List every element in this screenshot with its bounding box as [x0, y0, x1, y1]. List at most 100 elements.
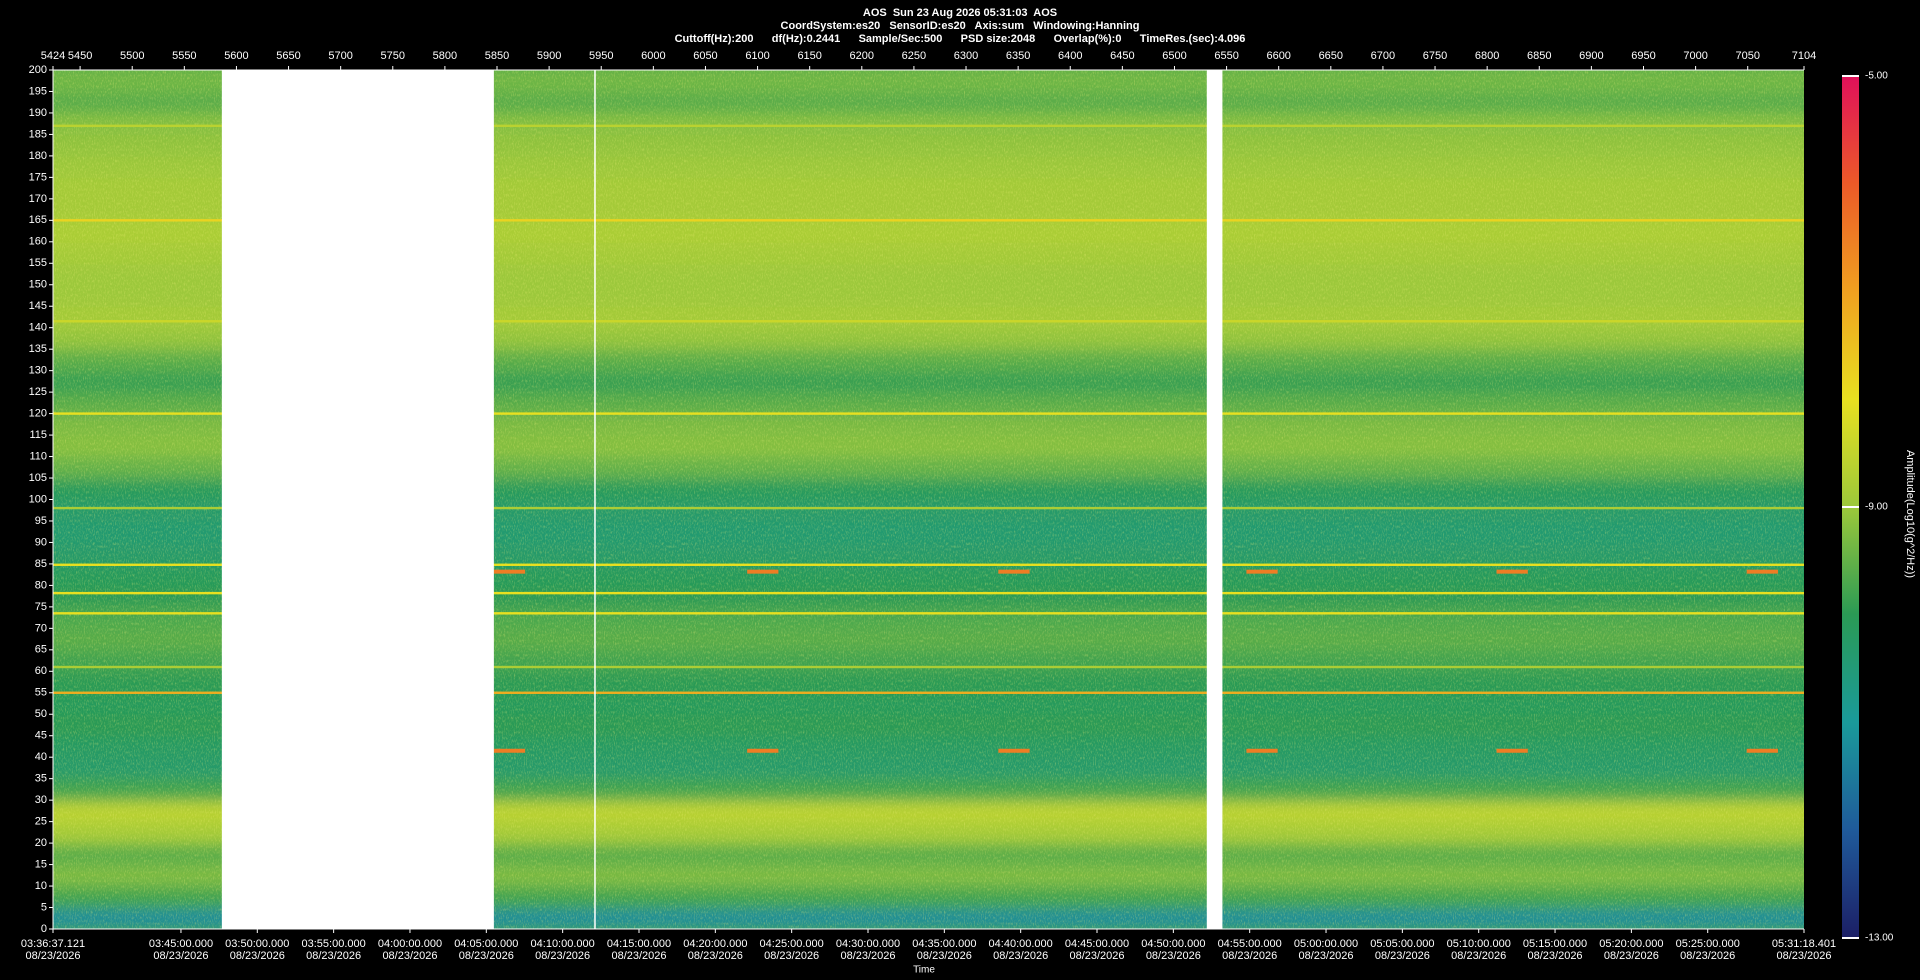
y-tick-label: 135	[29, 343, 47, 355]
y-tick-label: 65	[35, 644, 47, 656]
time-tick-date: 08/23/2026	[535, 950, 590, 962]
x-tick-label: 5450	[68, 50, 92, 62]
y-tick-label: 30	[35, 794, 47, 806]
time-tick-label: 05:15:00.000	[1523, 938, 1587, 950]
y-tick-label: 95	[35, 515, 47, 527]
pulse	[998, 748, 1030, 753]
pulse	[747, 748, 779, 753]
time-tick-date: 08/23/2026	[1375, 950, 1430, 962]
plot-area	[53, 70, 1804, 929]
time-tick-label: 04:45:00.000	[1065, 938, 1129, 950]
time-tick-label: 03:45:00.000	[149, 938, 213, 950]
y-tick-label: 70	[35, 622, 47, 634]
time-tick-date: 08/23/2026	[306, 950, 361, 962]
x-tick-label: 6850	[1527, 50, 1551, 62]
x-tick-label: 6100	[745, 50, 769, 62]
y-tick-label: 75	[35, 601, 47, 613]
x-tick-label: 6450	[1110, 50, 1134, 62]
x-tick-label: 6650	[1319, 50, 1343, 62]
x-tick-label: 5424	[41, 50, 65, 62]
y-tick-label: 0	[41, 923, 47, 935]
y-tick-label: 180	[29, 150, 47, 162]
chart-subtitle: CoordSystem:es20 SensorID:es20 Axis:sum …	[781, 20, 1140, 32]
y-tick-label: 145	[29, 300, 47, 312]
y-tick-label: 115	[29, 429, 47, 441]
y-tick-label: 60	[35, 665, 47, 677]
y-tick-label: 100	[29, 493, 47, 505]
time-tick-date: 08/23/2026	[688, 950, 743, 962]
spectral-line	[53, 124, 1804, 128]
y-tick-label: 170	[29, 193, 47, 205]
spectral-line	[53, 691, 1804, 694]
x-tick-label: 5850	[485, 50, 509, 62]
time-tick-date: 08/23/2026	[993, 950, 1048, 962]
x-tick-label: 5800	[433, 50, 457, 62]
time-tick-date: 08/23/2026	[1528, 950, 1583, 962]
x-tick-label: 5500	[120, 50, 144, 62]
y-tick-label: 80	[35, 579, 47, 591]
y-tick-label: 110	[29, 450, 47, 462]
time-tick-label: 05:20:00.000	[1599, 938, 1663, 950]
spectral-line	[53, 665, 1804, 669]
colorbar-label: Amplitude(Log10(g^2/Hz))	[1904, 450, 1916, 578]
colorbar-tick-label: -5.00	[1865, 71, 1888, 82]
pulse	[998, 569, 1030, 574]
time-tick-label: 05:25:00.000	[1676, 938, 1740, 950]
spectral-line	[53, 591, 1804, 595]
x-tick-label: 6250	[902, 50, 926, 62]
pulse	[747, 569, 779, 574]
time-tick-date: 08/23/2026	[459, 950, 514, 962]
x-tick-label: 6750	[1423, 50, 1447, 62]
time-tick-label: 05:10:00.000	[1447, 938, 1511, 950]
time-tick-label: 04:30:00.000	[836, 938, 900, 950]
time-tick-label: 04:40:00.000	[989, 938, 1053, 950]
y-tick-label: 200	[29, 64, 47, 76]
y-tick-label: 150	[29, 279, 47, 291]
x-tick-label: 6500	[1162, 50, 1186, 62]
y-tick-label: 45	[35, 730, 47, 742]
spectral-line	[53, 219, 1804, 222]
pulse	[1746, 569, 1778, 574]
time-tick-date: 08/23/2026	[917, 950, 972, 962]
chart-subtitle: Cuttoff(Hz):200 df(Hz):0.2441 Sample/Sec…	[675, 33, 1246, 45]
x-tick-label: 5650	[276, 50, 300, 62]
x-tick-label: 7000	[1683, 50, 1707, 62]
time-tick-label: 04:05:00.000	[454, 938, 518, 950]
x-tick-label: 6900	[1579, 50, 1603, 62]
time-tick-date: 08/23/2026	[25, 950, 80, 962]
time-tick-label: 04:25:00.000	[760, 938, 824, 950]
x-tick-label: 6400	[1058, 50, 1082, 62]
y-tick-label: 40	[35, 751, 47, 763]
time-tick-label: 05:31:18.401	[1772, 938, 1836, 950]
y-tick-label: 5	[41, 901, 47, 913]
time-tick-label: 04:20:00.000	[683, 938, 747, 950]
x-tick-label: 6150	[797, 50, 821, 62]
time-tick-date: 08/23/2026	[153, 950, 208, 962]
y-tick-label: 155	[29, 257, 47, 269]
time-tick-date: 08/23/2026	[611, 950, 666, 962]
x-tick-label: 5600	[224, 50, 248, 62]
y-tick-label: 90	[35, 536, 47, 548]
time-tick-date: 08/23/2026	[840, 950, 895, 962]
y-tick-label: 185	[29, 128, 47, 140]
y-tick-label: 105	[29, 472, 47, 484]
y-tick-label: 55	[35, 687, 47, 699]
y-tick-label: 15	[35, 858, 47, 870]
pulse	[1246, 569, 1278, 574]
x-tick-label: 6200	[850, 50, 874, 62]
y-tick-label: 165	[29, 214, 47, 226]
time-tick-label: 04:50:00.000	[1141, 938, 1205, 950]
y-tick-label: 120	[29, 408, 47, 420]
x-tick-label: 5950	[589, 50, 613, 62]
spectral-line	[53, 412, 1804, 415]
pulse	[1496, 569, 1528, 574]
time-tick-date: 08/23/2026	[382, 950, 437, 962]
colorbar-tick-label: -9.00	[1865, 502, 1888, 513]
time-tick-label: 04:35:00.000	[912, 938, 976, 950]
y-tick-label: 195	[29, 85, 47, 97]
x-tick-label: 6000	[641, 50, 665, 62]
chart-title: AOS Sun 23 Aug 2026 05:31:03 AOS	[863, 7, 1057, 19]
x-tick-label: 6950	[1631, 50, 1655, 62]
y-tick-label: 140	[29, 322, 47, 334]
time-tick-date: 08/23/2026	[1146, 950, 1201, 962]
